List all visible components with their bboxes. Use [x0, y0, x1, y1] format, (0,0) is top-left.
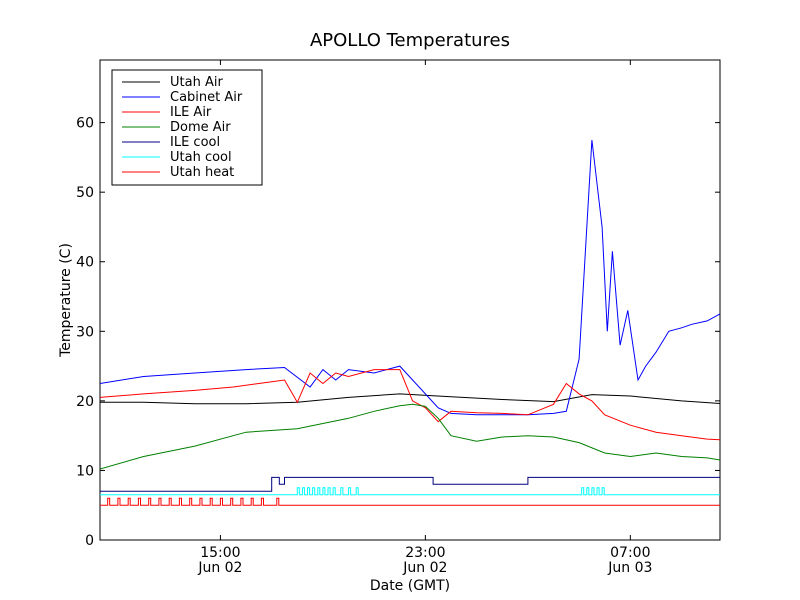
y-tick-label: 40	[76, 255, 94, 271]
y-tick-label: 30	[76, 324, 94, 340]
x-tick-label-date: Jun 02	[402, 560, 447, 576]
legend-label: Dome Air	[170, 120, 231, 135]
x-tick-label-date: Jun 02	[197, 560, 242, 576]
x-tick-label-date: Jun 03	[607, 560, 652, 576]
legend-label: Utah heat	[170, 165, 234, 180]
legend-label: Cabinet Air	[170, 90, 243, 105]
y-axis-label: Temperature (C)	[58, 243, 74, 358]
y-tick-label: 0	[85, 533, 94, 549]
series-line-ile-cool	[100, 476, 720, 492]
y-tick-label: 50	[76, 185, 94, 201]
x-axis-label: Date (GMT)	[370, 578, 450, 594]
legend-label: Utah cool	[170, 150, 232, 165]
y-tick-label: 60	[76, 116, 94, 132]
legend-label: Utah Air	[170, 75, 223, 90]
legend-label: ILE Air	[170, 105, 212, 120]
series-line-utah-heat	[100, 497, 720, 506]
x-tick-label-time: 23:00	[405, 545, 445, 561]
plot-frame	[99, 59, 721, 541]
chart-title: APOLLO Temperatures	[310, 30, 510, 51]
legend-label: ILE cool	[170, 135, 220, 150]
series-line-cabinet-air	[100, 139, 720, 416]
series-line-dome-air	[100, 403, 720, 470]
y-tick-label: 20	[76, 394, 94, 410]
x-tick-label-time: 07:00	[610, 545, 650, 561]
series-line-utah-cool	[100, 487, 720, 496]
x-tick-label-time: 15:00	[200, 545, 240, 561]
series-line-ile-air	[100, 369, 720, 441]
y-tick-label: 10	[76, 463, 94, 479]
series-line-utah-air	[100, 393, 720, 405]
